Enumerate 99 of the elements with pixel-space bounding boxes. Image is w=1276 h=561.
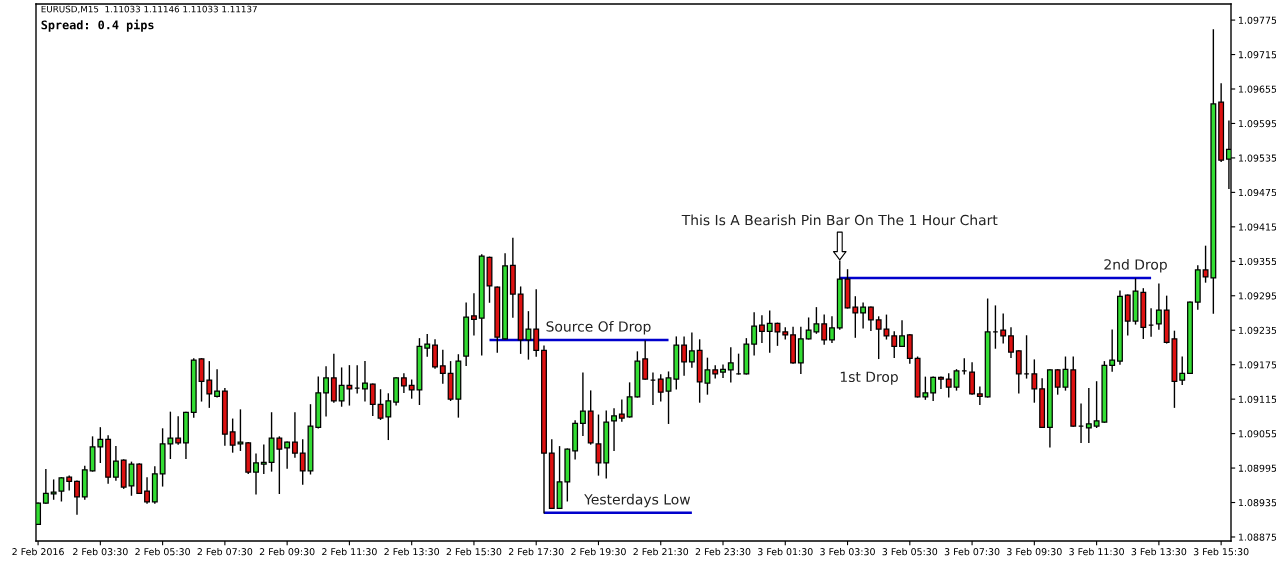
- candlestick: [891, 331, 898, 358]
- x-tick-label: 2 Feb 11:30: [322, 547, 377, 556]
- candlestick: [439, 349, 446, 384]
- y-tick-label: 1.09775: [1238, 16, 1276, 24]
- candlestick: [969, 362, 976, 395]
- candlestick: [1008, 327, 1014, 358]
- x-tick-label: 3 Feb 15:30: [1193, 547, 1249, 556]
- candlestick: [175, 416, 182, 445]
- candlestick: [214, 369, 221, 398]
- candlestick: [751, 312, 758, 356]
- y-tick-label: 1.08875: [1238, 533, 1276, 541]
- candlestick: [284, 441, 291, 469]
- x-tick-label: 2 Feb 19:30: [571, 547, 626, 556]
- x-tick-label: 3 Feb 13:30: [1131, 547, 1187, 556]
- y-tick-label: 1.09595: [1238, 120, 1276, 128]
- candlestick: [1109, 329, 1116, 372]
- x-tick-label: 3 Feb 05:30: [882, 547, 938, 556]
- x-tick-label: 2 Feb 05:30: [135, 547, 190, 556]
- candlestick: [829, 316, 835, 343]
- y-tick-label: 1.09295: [1238, 292, 1276, 300]
- candlestick: [595, 414, 602, 476]
- candlestick: [758, 315, 765, 343]
- candlestick: [727, 347, 734, 383]
- y-tick-label: 1.09715: [1238, 51, 1276, 59]
- candlestick: [424, 334, 431, 357]
- annotation: This Is A Bearish Pin Bar On The 1 Hour Chart: [681, 214, 998, 226]
- candlestick: [611, 408, 618, 451]
- candlestick: [618, 399, 625, 422]
- x-tick-label: 2 Feb 07:30: [197, 547, 253, 556]
- x-tick-label: 3 Feb 11:30: [1069, 547, 1124, 556]
- candlestick: [945, 373, 952, 398]
- candlestick: [860, 302, 867, 329]
- candlestick: [1155, 283, 1162, 330]
- candlestick: [299, 439, 306, 485]
- candlestick: [533, 289, 540, 357]
- annotation: 1st Drop: [840, 371, 898, 385]
- candlestick: [930, 376, 937, 401]
- x-tick-label: 2 Feb 21:30: [633, 547, 689, 556]
- candlestick: [976, 386, 983, 406]
- candlestick: [867, 306, 874, 331]
- candlestick: [937, 376, 944, 389]
- candlestick: [1015, 350, 1022, 394]
- candlestick: [657, 374, 664, 402]
- candlestick: [681, 336, 688, 376]
- annotation: EURUSD,M15 1.11033 1.11146 1.11033 1.11137: [41, 5, 257, 14]
- x-tick-label: 3 Feb 03:30: [820, 547, 875, 556]
- candlestick: [112, 446, 119, 481]
- y-tick-label: 1.08935: [1238, 499, 1276, 507]
- candlestick: [74, 480, 80, 515]
- y-tick-label: 1.09655: [1238, 85, 1276, 93]
- candlestick: [720, 364, 726, 379]
- candlestick: [1000, 313, 1007, 344]
- candlestick: [821, 314, 828, 345]
- x-tick-label: 2 Feb 15:30: [446, 547, 502, 556]
- x-tick-label: 3 Feb 09:30: [1007, 547, 1062, 556]
- candlestick: [1179, 356, 1186, 385]
- candlestick: [688, 332, 695, 368]
- candlestick: [42, 469, 49, 504]
- candlestick: [642, 340, 649, 380]
- candlestick: [432, 339, 438, 369]
- y-tick-label: 1.09475: [1238, 188, 1276, 197]
- candlestick: [253, 453, 259, 495]
- candlestick: [579, 372, 586, 437]
- x-tick-label: 3 Feb 07:30: [944, 547, 1000, 556]
- candlestick: [899, 320, 905, 347]
- candlestick: [58, 477, 65, 502]
- y-tick-label: 1.09415: [1238, 223, 1276, 231]
- y-tick-label: 1.09055: [1238, 430, 1276, 438]
- x-tick-label: 2 Feb 17:30: [508, 547, 564, 556]
- x-tick-label: 2 Feb 23:30: [695, 547, 751, 556]
- x-tick-label: 2 Feb 09:30: [259, 547, 315, 556]
- candlestick: [144, 477, 151, 504]
- candlestick: [470, 293, 477, 336]
- x-tick-label: 3 Feb 01:30: [758, 547, 813, 556]
- candlestick: [1031, 359, 1038, 403]
- candlestick: [362, 361, 368, 402]
- annotation: Yesterdays Low: [584, 493, 691, 508]
- candlestick: [323, 366, 330, 417]
- annotation: 2nd Drop: [1104, 258, 1167, 273]
- annotation: Spread: 0.4 pips: [41, 19, 154, 32]
- candlestick: [50, 479, 57, 500]
- candlestick: [906, 334, 913, 364]
- candlestick: [1085, 388, 1092, 443]
- y-tick-label: 1.08995: [1238, 464, 1276, 472]
- annotation: Source Of Drop: [546, 320, 651, 335]
- candlestick: [400, 373, 407, 393]
- y-tick-label: 1.09355: [1238, 257, 1276, 266]
- x-tick-label: 2 Feb 2016: [12, 547, 64, 556]
- x-tick-label: 2 Feb 03:30: [73, 547, 128, 556]
- y-tick-label: 1.09535: [1238, 154, 1276, 162]
- candlestick: [766, 310, 773, 353]
- y-tick-label: 1.09235: [1238, 326, 1276, 334]
- candlestick: [369, 383, 376, 416]
- x-tick-label: 2 Feb 13:30: [384, 547, 440, 556]
- y-tick-label: 1.09115: [1238, 395, 1276, 403]
- candlestick: [291, 412, 298, 458]
- candlestick: [330, 353, 337, 403]
- candlestick: [260, 444, 267, 474]
- y-tick-label: 1.09175: [1238, 361, 1276, 369]
